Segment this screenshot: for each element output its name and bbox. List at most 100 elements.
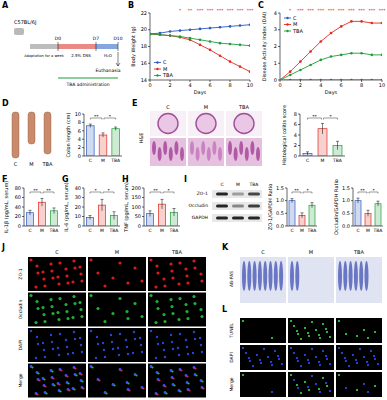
- y-tick: [351, 226, 353, 227]
- significance: **: [360, 188, 365, 193]
- tunel-dot: [300, 365, 302, 367]
- y-tick-label: 0: [294, 153, 297, 159]
- if-dot: [36, 336, 38, 338]
- goblet-cells: [247, 261, 251, 291]
- x-tick-label: 4: [319, 82, 322, 88]
- goblet-cells: [242, 261, 246, 291]
- significance: *: [167, 188, 170, 193]
- x-tick-label: TBA: [332, 158, 343, 163]
- x-tick-label: TBA: [49, 228, 60, 233]
- x-axis: [280, 80, 382, 81]
- point: [239, 44, 242, 47]
- tunel-dot: [271, 337, 273, 339]
- tunel-dot: [304, 354, 306, 356]
- y-tick-label: 0: [78, 223, 81, 229]
- point: [330, 55, 333, 58]
- blot-label: Occludin: [188, 203, 208, 208]
- if-dot: [51, 341, 53, 343]
- tunel-dot: [256, 354, 258, 356]
- if-dot: [125, 339, 127, 341]
- panel-label: B: [128, 1, 134, 10]
- plot-area: [289, 199, 315, 226]
- blot-label: GAPDH: [192, 215, 208, 220]
- if-dot: [50, 305, 53, 308]
- if-dot: [58, 383, 60, 385]
- if-dot: [155, 300, 158, 303]
- tunel-dot: [308, 389, 310, 391]
- blot-band: [248, 205, 260, 208]
- tunel-dot: [322, 350, 324, 352]
- tunel-dot: [271, 391, 273, 393]
- point: [360, 79, 363, 80]
- y-tick-label: 0.5: [276, 210, 284, 216]
- if-dot: [36, 393, 38, 395]
- if-dot: [51, 312, 54, 315]
- if-image: [28, 293, 86, 327]
- if-dot: [178, 354, 180, 356]
- point: [371, 54, 374, 57]
- tunel-dot: [293, 379, 295, 381]
- error-bar: [311, 203, 314, 208]
- if-dot: [58, 261, 61, 264]
- series-line: [280, 21, 382, 80]
- tunel-dot: [252, 365, 254, 367]
- stain-label: AB-PAS: [229, 271, 234, 287]
- if-dot: [165, 392, 167, 394]
- if-dot: [58, 297, 61, 300]
- tunel-dot: [318, 334, 320, 336]
- y-tick: [82, 216, 84, 217]
- tunel-dot: [325, 382, 327, 384]
- if-dot: [156, 307, 159, 310]
- significance: *: [109, 114, 112, 119]
- goblet-cells: [279, 261, 283, 291]
- legend-marker: [156, 68, 158, 70]
- if-dot: [56, 275, 59, 278]
- goblet-cells: [338, 261, 342, 291]
- error-bar: [102, 133, 105, 137]
- if-dot: [97, 343, 99, 345]
- if-dot: [186, 375, 188, 377]
- x-axis-label: Days: [325, 89, 338, 96]
- blot-band: [216, 205, 228, 208]
- if-dot: [172, 377, 174, 379]
- error-bar: [53, 208, 56, 214]
- point: [381, 79, 382, 80]
- blot-strip: [212, 190, 262, 198]
- point: [169, 30, 172, 33]
- if-dot: [29, 294, 32, 297]
- tunel-dot: [300, 392, 302, 394]
- if-dot: [82, 387, 84, 389]
- error-bar: [41, 198, 44, 206]
- tunel-dot: [290, 374, 292, 376]
- y-tick-label: 200: [131, 185, 141, 191]
- tunel-dot: [308, 362, 310, 364]
- if-dot: [192, 295, 195, 298]
- point: [371, 22, 374, 25]
- tunel-dot: [352, 354, 354, 356]
- plot-area: [87, 124, 120, 156]
- if-dot: [133, 302, 136, 305]
- if-dot: [50, 334, 52, 336]
- goblet-cells: [354, 261, 358, 291]
- if-dot: [37, 343, 39, 345]
- point: [381, 22, 382, 25]
- if-dot: [192, 352, 194, 354]
- if-dot: [179, 333, 181, 335]
- if-dot: [171, 341, 173, 343]
- y-tick: [22, 188, 24, 189]
- error-bar: [173, 209, 176, 217]
- y-tick: [298, 114, 300, 115]
- tunel-dot: [277, 355, 279, 357]
- crypt: [218, 147, 222, 161]
- tunel-dot: [367, 337, 369, 339]
- crypt: [169, 147, 173, 161]
- y-axis-label: IL-1β (pg/mL, serum): [3, 181, 10, 234]
- blot-band: [248, 217, 260, 220]
- point: [189, 37, 192, 40]
- day-tick: [58, 42, 59, 51]
- if-dot: [194, 367, 196, 369]
- phase-label: 2.5% DSS: [71, 53, 91, 58]
- y-tick: [82, 226, 84, 227]
- y-tick-label: 1.0: [342, 197, 350, 203]
- point: [289, 74, 292, 77]
